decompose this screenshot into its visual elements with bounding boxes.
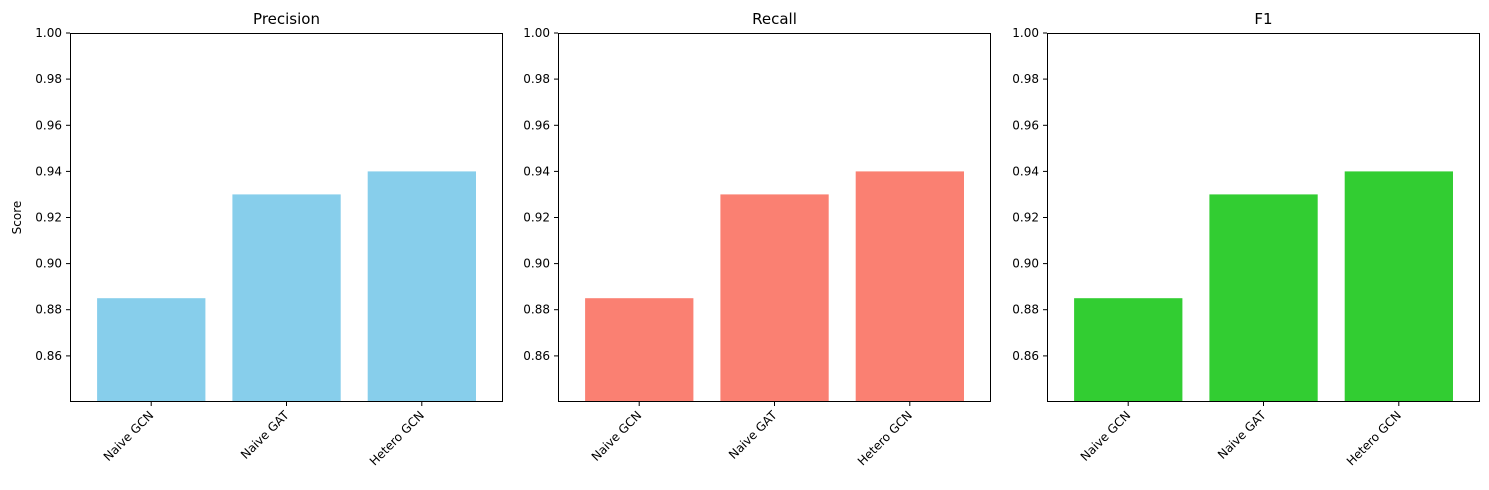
y-tick-label: 0.92 — [523, 211, 550, 225]
y-axis-label: Score — [10, 201, 24, 235]
y-tick-label: 0.96 — [523, 118, 550, 132]
y-tick-label: 0.94 — [523, 164, 550, 178]
y-tick-label: 0.90 — [523, 257, 550, 271]
y-tick-label: 0.92 — [1012, 211, 1039, 225]
y-tick-label: 0.98 — [1012, 72, 1039, 86]
bar — [1209, 194, 1318, 402]
y-tick-label: 1.00 — [1012, 26, 1039, 40]
y-tick-label: 0.86 — [35, 349, 62, 363]
y-tick-label: 0.88 — [35, 303, 62, 317]
y-tick-label: 0.90 — [35, 257, 62, 271]
y-tick-label: 0.94 — [35, 164, 62, 178]
plot-frame — [558, 33, 991, 402]
y-tick-label: 0.92 — [35, 211, 62, 225]
y-tick-label: 0.98 — [523, 72, 550, 86]
bar — [232, 194, 341, 402]
chart-title: Precision — [253, 10, 320, 28]
y-tick-label: 1.00 — [523, 26, 550, 40]
bar — [97, 298, 206, 402]
y-tick-label: 0.90 — [1012, 257, 1039, 271]
bar — [1074, 298, 1183, 402]
y-tick-label: 0.88 — [1012, 303, 1039, 317]
plot-frame — [1047, 33, 1480, 402]
plot-frame — [70, 33, 503, 402]
bar — [1344, 171, 1453, 402]
y-tick-label: 1.00 — [35, 26, 62, 40]
bar — [585, 298, 694, 402]
chart-title: Recall — [752, 10, 797, 28]
chart-title: F1 — [1254, 10, 1272, 28]
y-tick-label: 0.98 — [35, 72, 62, 86]
y-tick-label: 0.86 — [1012, 349, 1039, 363]
y-tick-label: 0.86 — [523, 349, 550, 363]
y-tick-label: 0.88 — [523, 303, 550, 317]
bar — [720, 194, 829, 402]
bar — [855, 171, 964, 402]
bar — [367, 171, 476, 402]
y-tick-label: 0.96 — [35, 118, 62, 132]
y-tick-label: 0.96 — [1012, 118, 1039, 132]
y-tick-label: 0.94 — [1012, 164, 1039, 178]
